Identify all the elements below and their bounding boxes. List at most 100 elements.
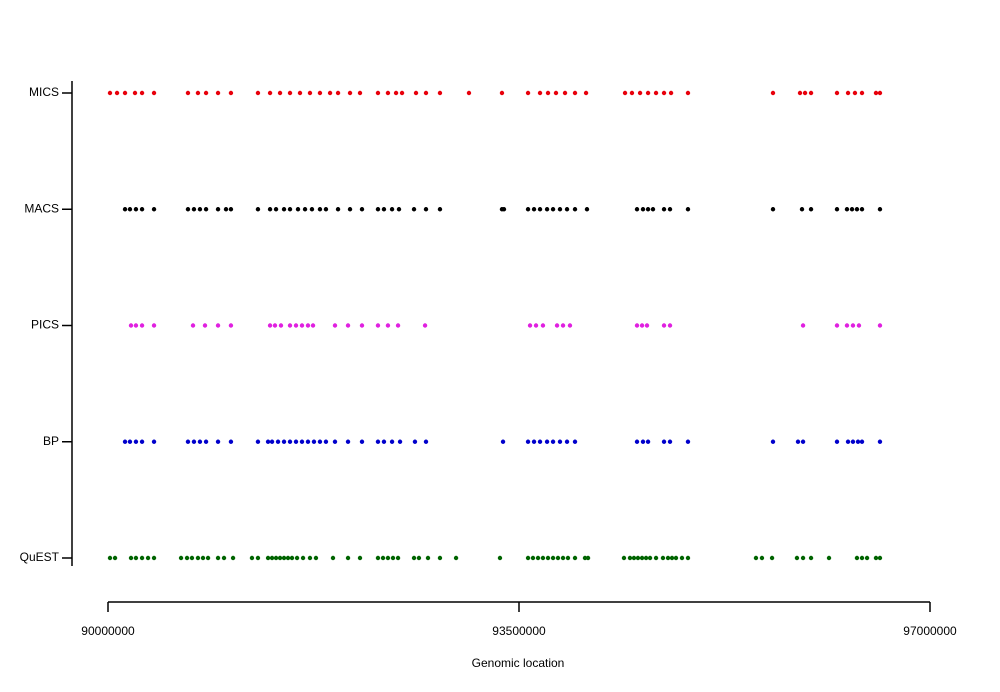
dot: [191, 207, 197, 212]
dot: [411, 555, 417, 561]
dot: [859, 207, 865, 212]
dot: [228, 439, 234, 444]
dot: [661, 90, 667, 96]
dot: [151, 323, 157, 328]
dot: [299, 323, 305, 328]
dot: [621, 555, 627, 561]
dot: [834, 439, 840, 444]
dot: [631, 555, 637, 561]
dot: [411, 207, 417, 212]
dot: [133, 207, 139, 212]
x-tick-label: 90000000: [81, 624, 135, 638]
dot: [347, 207, 353, 212]
dot: [422, 323, 428, 328]
dot: [533, 323, 539, 328]
dot: [307, 90, 313, 96]
dot: [195, 555, 201, 561]
dot: [550, 207, 556, 212]
dot: [795, 439, 801, 444]
dot: [267, 90, 273, 96]
dot: [191, 439, 197, 444]
y-tick-label: QuEST: [20, 550, 60, 564]
dot: [275, 439, 281, 444]
dot: [122, 439, 128, 444]
x-tick-label: 93500000: [492, 624, 546, 638]
dot: [302, 207, 308, 212]
dot: [530, 555, 536, 561]
dot: [195, 90, 201, 96]
dot: [375, 323, 381, 328]
dot: [423, 439, 429, 444]
dot: [555, 555, 561, 561]
dot: [525, 439, 531, 444]
dot: [357, 555, 363, 561]
dot: [375, 207, 381, 212]
dot: [808, 207, 814, 212]
dot: [531, 439, 537, 444]
dot: [834, 90, 840, 96]
dot: [685, 90, 691, 96]
dot: [347, 90, 353, 96]
dot: [877, 555, 883, 561]
dot: [802, 90, 808, 96]
dot: [634, 207, 640, 212]
dot: [668, 90, 674, 96]
dot: [637, 90, 643, 96]
dot: [661, 439, 667, 444]
dot: [544, 207, 550, 212]
dot: [203, 439, 209, 444]
dot: [667, 439, 673, 444]
dot: [151, 439, 157, 444]
dot: [278, 323, 284, 328]
dot: [139, 323, 145, 328]
dot: [667, 323, 673, 328]
dot: [385, 90, 391, 96]
dot: [287, 323, 293, 328]
dot: [565, 555, 571, 561]
dot: [661, 207, 667, 212]
dot: [437, 90, 443, 96]
dot: [307, 555, 313, 561]
dot: [185, 90, 191, 96]
dot: [345, 439, 351, 444]
dot: [332, 323, 338, 328]
dot: [215, 90, 221, 96]
dot: [178, 555, 184, 561]
dot: [359, 439, 365, 444]
dot: [759, 555, 765, 561]
dot: [399, 90, 405, 96]
dot: [281, 207, 287, 212]
dot: [583, 90, 589, 96]
dot: [249, 555, 255, 561]
dot: [661, 323, 667, 328]
dot: [770, 439, 776, 444]
dot: [667, 207, 673, 212]
dot: [645, 439, 651, 444]
dot: [255, 555, 261, 561]
dot: [854, 207, 860, 212]
dot: [385, 323, 391, 328]
dot: [151, 207, 157, 212]
dot: [545, 555, 551, 561]
dot: [622, 90, 628, 96]
dot: [395, 323, 401, 328]
dot: [267, 207, 273, 212]
dot: [845, 90, 851, 96]
dot: [393, 90, 399, 96]
dot: [770, 207, 776, 212]
dot: [310, 323, 316, 328]
dot: [151, 90, 157, 96]
dot: [323, 207, 329, 212]
dot: [139, 90, 145, 96]
dot: [808, 90, 814, 96]
dot: [381, 439, 387, 444]
dot: [215, 207, 221, 212]
dot: [540, 555, 546, 561]
dot: [305, 323, 311, 328]
dot: [385, 555, 391, 561]
dot: [645, 90, 651, 96]
dot: [127, 207, 133, 212]
dot: [669, 555, 675, 561]
dot: [287, 207, 293, 212]
